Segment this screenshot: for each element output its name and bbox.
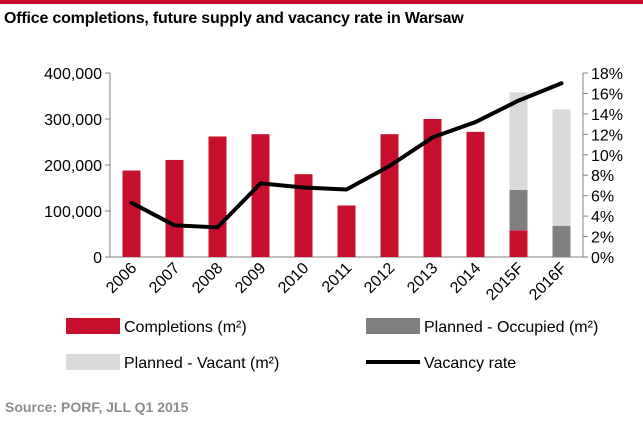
x-tick-label: 2010: [275, 260, 312, 297]
y-tick-label-right: 12%: [591, 127, 623, 144]
y-tick-label-right: 8%: [591, 168, 614, 185]
bar-completions-m: [337, 205, 356, 257]
y-tick-label-right: 18%: [591, 66, 623, 83]
y-tick-label-left: 300,000: [44, 112, 102, 129]
bar-completions-m: [466, 131, 485, 257]
x-tick-label: 2006: [103, 260, 140, 297]
title-accent-rule: [0, 0, 643, 4]
x-tick-label: 2014: [447, 260, 484, 297]
bar-planned-vacant-m: [552, 109, 571, 226]
x-tick-label: 2013: [404, 260, 441, 297]
bar-completions-m: [251, 134, 270, 257]
legend-label: Planned - Vacant (m²): [124, 355, 279, 372]
legend-label: Vacancy rate: [424, 355, 516, 372]
y-tick-label-left: 200,000: [44, 158, 102, 175]
y-tick-label-left: 0: [93, 250, 102, 267]
bar-planned-occupied-m: [552, 225, 571, 257]
source-note: Source: PORF, JLL Q1 2015: [5, 399, 189, 415]
x-tick-label: 2008: [189, 260, 226, 297]
y-tick-label-right: 4%: [591, 209, 614, 226]
bar-completions-m: [165, 159, 184, 257]
x-tick-label: 2012: [361, 260, 398, 297]
y-tick-label-right: 14%: [591, 107, 623, 124]
bar-completions-m: [208, 136, 227, 257]
x-tick-label: 2015F: [483, 260, 527, 304]
x-tick-label: 2011: [319, 260, 355, 296]
x-tick-label: 2016F: [526, 260, 570, 304]
bar-completions-m: [122, 170, 141, 257]
legend-swatch-planned-vacant-m: [66, 354, 120, 370]
legend-swatch-completions-m: [66, 318, 120, 334]
bar-completions-m: [380, 134, 399, 257]
chart-title: Office completions, future supply and va…: [4, 10, 464, 27]
bar-completions-m: [294, 174, 313, 257]
y-tick-label-right: 2%: [591, 230, 614, 247]
x-tick-label: 2009: [232, 260, 269, 297]
y-tick-label-right: 6%: [591, 189, 614, 206]
bar-planned-occupied-m: [509, 189, 528, 231]
vacancy-rate-line: [129, 81, 564, 230]
legend-label: Completions (m²): [124, 319, 247, 336]
y-tick-label-left: 100,000: [44, 204, 102, 221]
y-tick-label-right: 0%: [591, 250, 614, 267]
x-tick-label: 2007: [146, 260, 183, 297]
bar-completions-m: [509, 230, 528, 257]
legend-label: Planned - Occupied (m²): [424, 319, 598, 336]
y-tick-label-left: 400,000: [44, 66, 102, 83]
bar-completions-m: [423, 119, 442, 257]
legend-swatch-planned-occupied-m: [366, 318, 420, 334]
y-tick-label-right: 16%: [591, 86, 623, 103]
y-tick-label-right: 10%: [591, 148, 623, 165]
bar-planned-vacant-m: [509, 92, 528, 190]
